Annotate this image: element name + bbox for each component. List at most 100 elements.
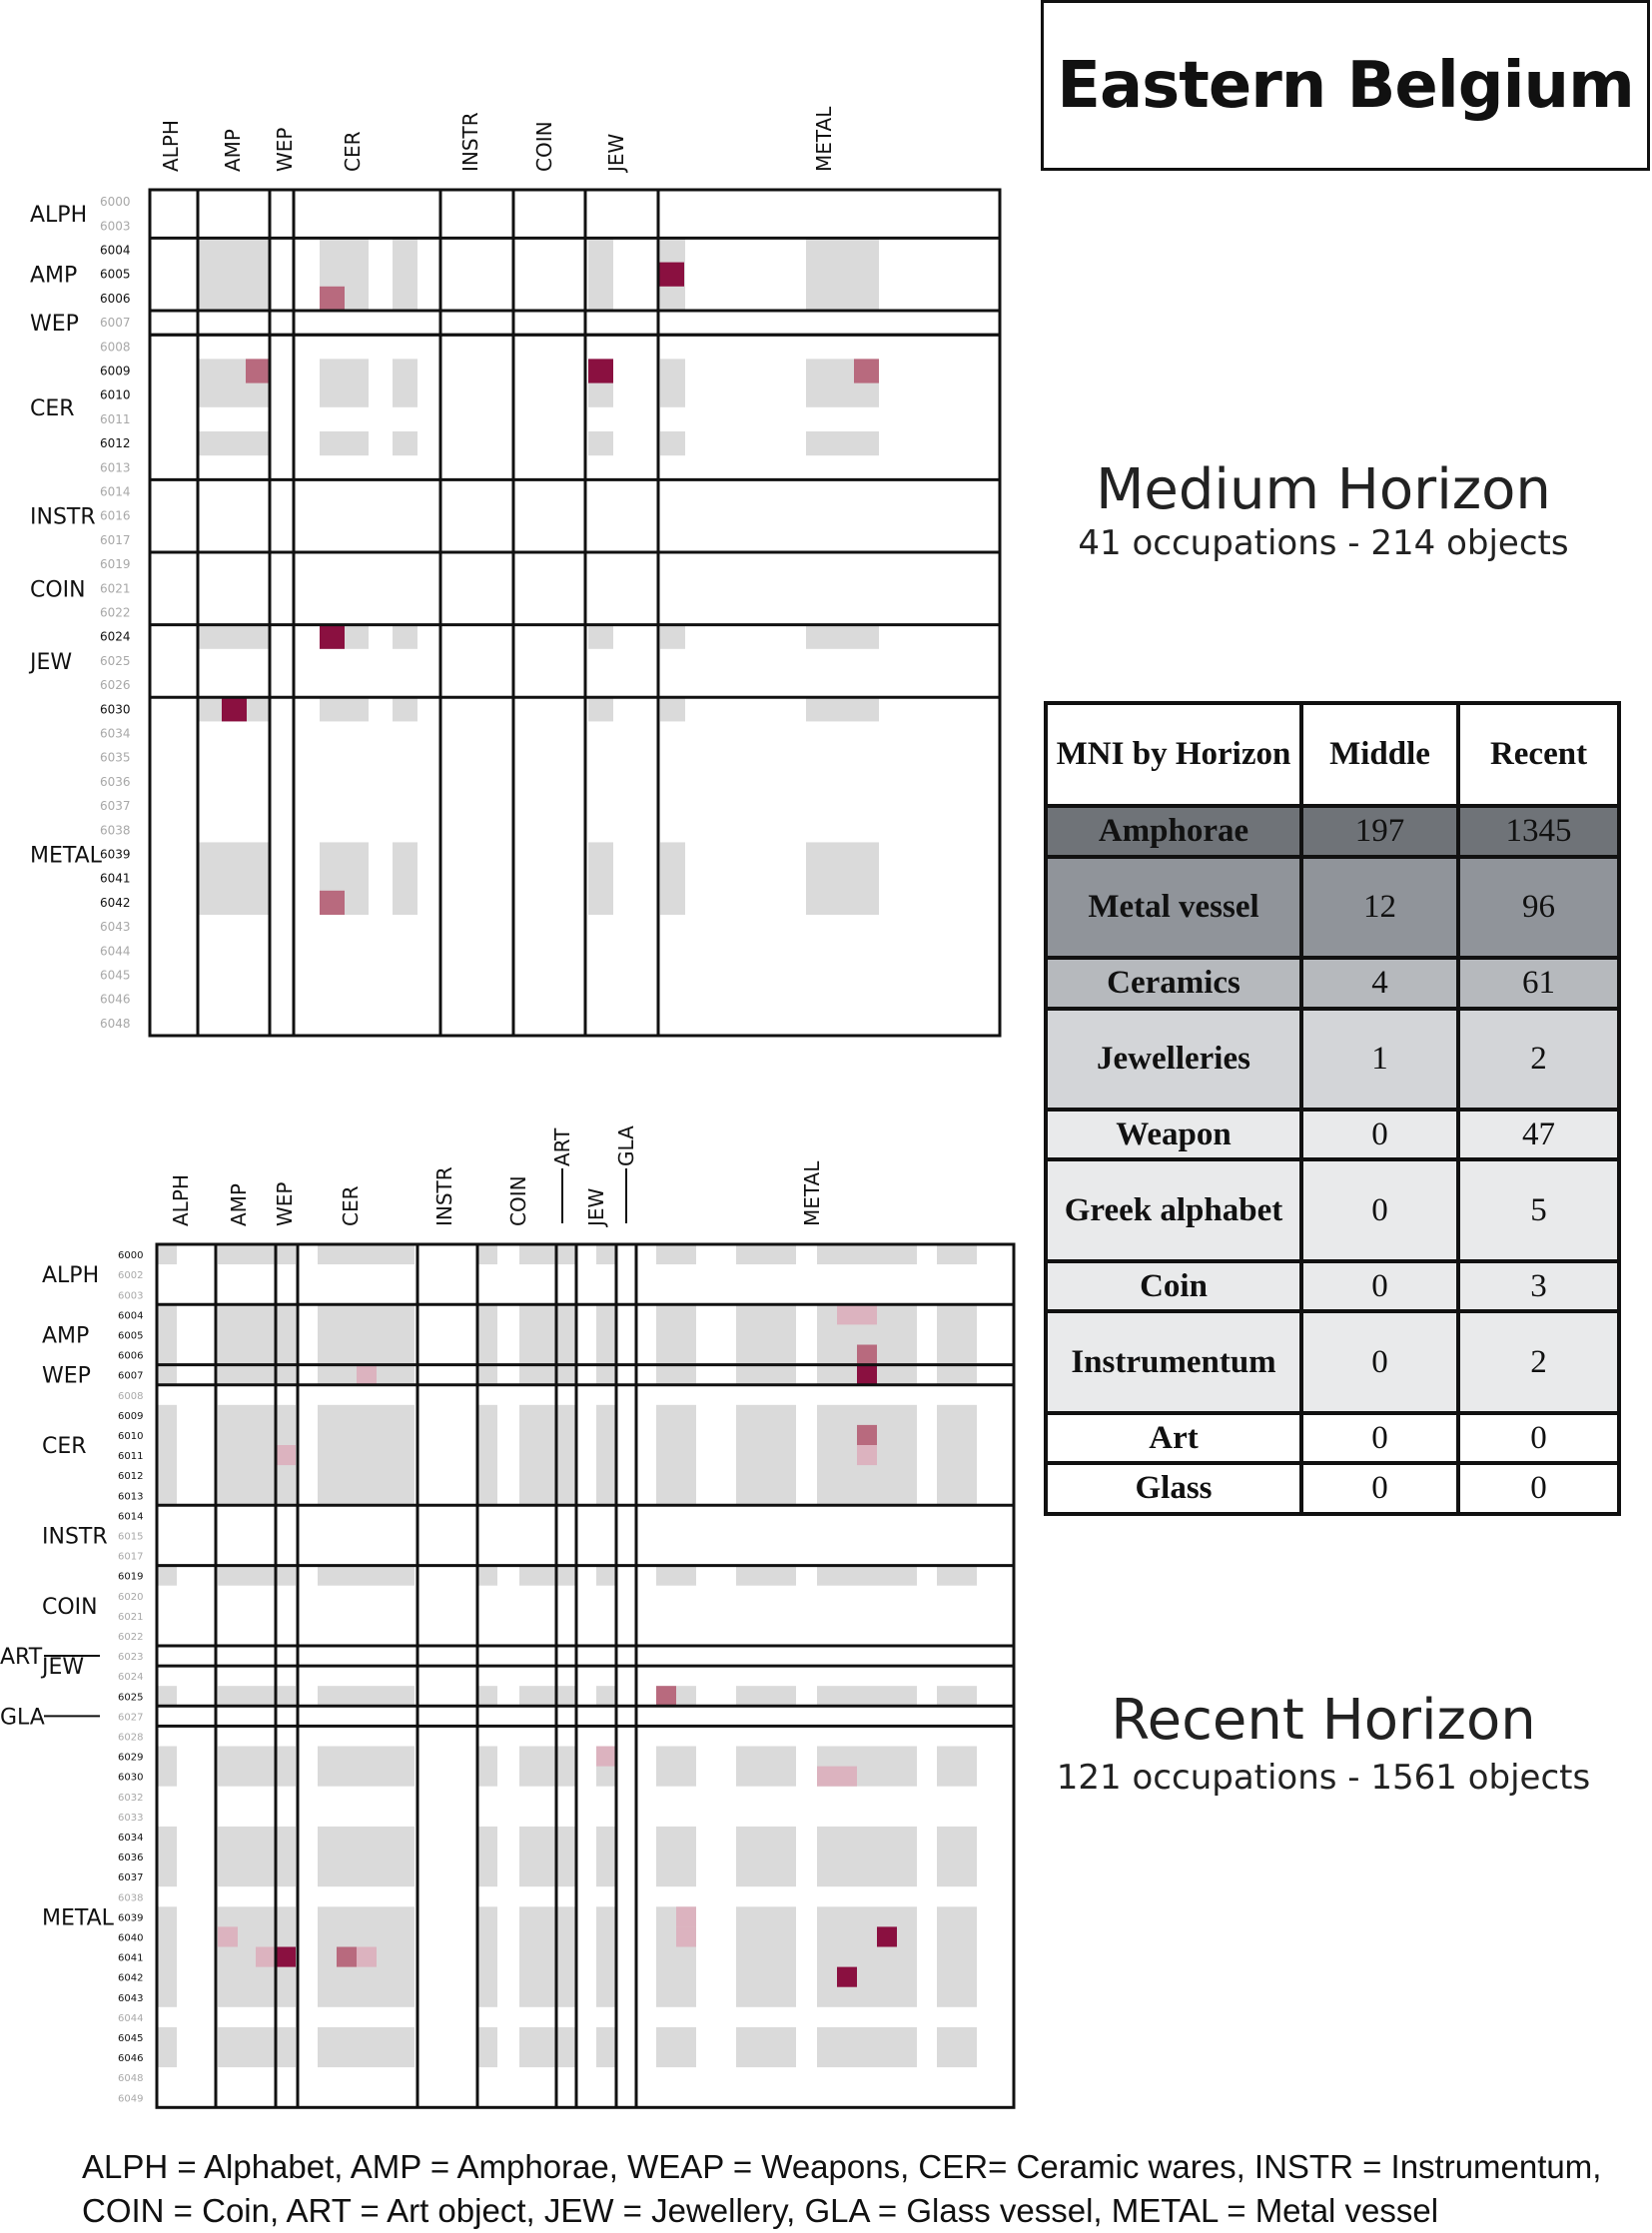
mni-row: Glass 0 0 — [1044, 1461, 1621, 1516]
row-group-label: ART — [0, 1645, 43, 1670]
colored-cell — [676, 1926, 696, 1947]
row-code-label: 6030 — [100, 702, 131, 716]
gray-cell-block — [656, 1826, 696, 1887]
colored-cell — [246, 359, 271, 383]
row-group-label: COIN — [30, 577, 86, 602]
row-code-label: 6010 — [118, 1431, 143, 1442]
mni-recent-value: 96 — [1456, 854, 1621, 960]
gray-cell-block — [588, 431, 613, 456]
mni-recent-value: 5 — [1456, 1157, 1621, 1263]
gray-cell-block — [596, 1244, 616, 1265]
colored-cell — [676, 1906, 696, 1927]
colored-cell — [337, 1946, 357, 1967]
gray-cell-block — [937, 1746, 977, 1787]
mni-category: Metal vessel — [1044, 854, 1303, 960]
row-code-label: 6039 — [118, 1912, 143, 1923]
gray-cell-block — [806, 842, 879, 915]
gray-cell-block — [477, 1746, 497, 1787]
grid-frame — [155, 1242, 1016, 2109]
row-code-label: 6043 — [118, 1993, 143, 2004]
gray-cell-block — [157, 1906, 177, 2007]
row-code-label: 6012 — [100, 436, 131, 450]
row-group-label: AMP — [42, 1323, 89, 1348]
column-group-label: CER — [339, 1185, 363, 1226]
gray-cell-block — [393, 624, 417, 649]
row-code-label: 6019 — [118, 1572, 143, 1583]
gray-cell-block — [218, 1404, 276, 1506]
colored-cell — [857, 1424, 877, 1445]
mni-category: Jewelleries — [1044, 1006, 1303, 1112]
recent-horizon-title: Recent Horizon — [1111, 1688, 1536, 1753]
mni-row: Amphorae 197 1345 — [1044, 804, 1621, 859]
row-code-label: 6044 — [100, 944, 131, 958]
gray-cell-block — [320, 431, 369, 456]
colored-cell — [256, 1946, 276, 1967]
row-code-label: 6025 — [118, 1692, 143, 1703]
gray-cell-block — [660, 624, 685, 649]
row-code-label: 6048 — [118, 2073, 143, 2084]
gray-cell-block — [393, 359, 417, 407]
row-code-label: 6030 — [118, 1773, 143, 1784]
gray-cell-block — [817, 1686, 917, 1707]
row-group-label: METAL — [30, 844, 103, 869]
row-code-label: 6013 — [100, 460, 131, 474]
gray-cell-block — [736, 1826, 796, 1887]
row-group-label: INSTR — [42, 1524, 108, 1549]
gray-cell-block — [393, 238, 417, 311]
gray-cell-block — [519, 1244, 577, 1265]
gray-cell-block — [318, 1565, 414, 1586]
gray-cell-block — [736, 1686, 796, 1707]
row-code-label: 6034 — [118, 1833, 143, 1844]
gray-cell-block — [276, 2026, 296, 2068]
gray-cell-block — [656, 1304, 696, 1385]
gray-cell-block — [660, 359, 685, 407]
column-group-label: WEP — [273, 128, 297, 172]
gray-cell-block — [806, 624, 879, 649]
row-code-label: 6040 — [118, 1932, 143, 1943]
gray-cell-block — [937, 1686, 977, 1707]
colored-cell — [357, 1364, 377, 1385]
row-group-label: CER — [30, 396, 75, 421]
gray-cell-block — [198, 842, 270, 915]
gray-cell-block — [218, 1304, 276, 1385]
mni-category: Amphorae — [1044, 804, 1303, 859]
row-code-label: 6004 — [118, 1310, 143, 1321]
row-code-label: 6039 — [100, 848, 131, 862]
mni-row: Jewelleries 1 2 — [1044, 1006, 1621, 1112]
gray-cell-block — [736, 1565, 796, 1586]
row-code-label: 6009 — [118, 1411, 143, 1422]
grid-frame — [148, 188, 1002, 1038]
row-code-label: 6023 — [118, 1652, 143, 1663]
gray-cell-block — [218, 1746, 276, 1787]
mni-middle-value: 0 — [1299, 1107, 1460, 1162]
row-code-label: 6024 — [118, 1672, 143, 1683]
mni-middle-value: 12 — [1299, 854, 1460, 960]
gray-cell-block — [318, 1746, 414, 1787]
gray-cell-block — [519, 1404, 577, 1506]
abbreviation-legend: ALPH = Alphabet, AMP = Amphorae, WEAP = … — [82, 2145, 1640, 2233]
row-code-label: 6045 — [118, 2033, 143, 2044]
row-code-label: 6008 — [118, 1391, 143, 1402]
row-code-label: 6009 — [100, 365, 131, 378]
mni-category: Instrumentum — [1044, 1309, 1303, 1415]
row-code-label: 6010 — [100, 388, 131, 402]
mni-middle-value: 197 — [1299, 804, 1460, 859]
gray-cell-block — [320, 359, 369, 407]
row-code-label: 6017 — [100, 533, 131, 547]
mni-category: Greek alphabet — [1044, 1157, 1303, 1263]
gray-cell-block — [477, 1304, 497, 1385]
gray-cell-block — [656, 1244, 696, 1265]
mni-middle-value: 0 — [1299, 1410, 1460, 1466]
gray-cell-block — [393, 697, 417, 722]
gray-cell-block — [596, 1686, 616, 1707]
mni-middle-value: 0 — [1299, 1309, 1460, 1415]
gray-cell-block — [157, 1826, 177, 1887]
row-group-label: WEP — [30, 312, 79, 337]
gray-cell-block — [656, 1404, 696, 1506]
row-code-label: 6022 — [100, 606, 131, 620]
mni-row: Weapon 0 47 — [1044, 1107, 1621, 1162]
gray-cell-block — [393, 842, 417, 915]
column-group-label: ALPH — [159, 120, 183, 172]
row-code-label: 6014 — [100, 485, 131, 499]
